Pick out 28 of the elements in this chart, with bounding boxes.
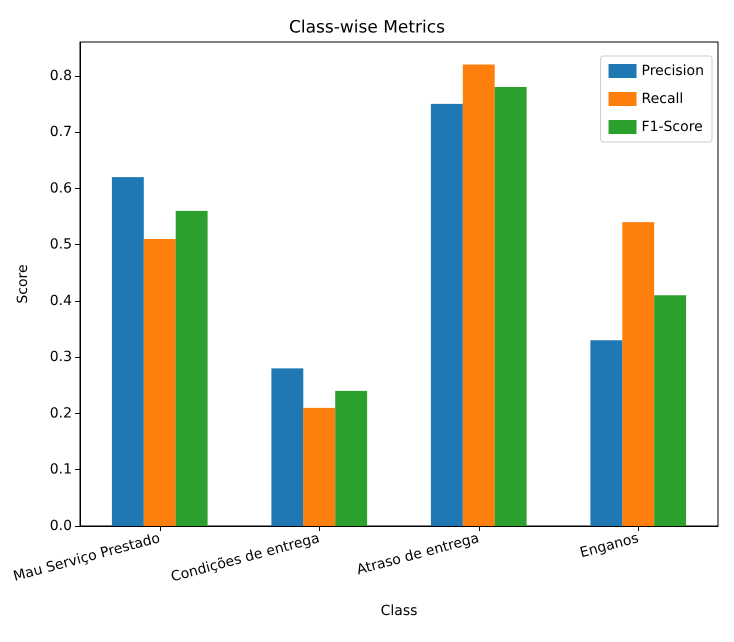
bar — [335, 390, 368, 526]
y-axis-title: Score — [15, 264, 31, 304]
x-tick-label: Atraso de entrega — [355, 530, 481, 578]
bar — [430, 104, 463, 526]
bar — [303, 408, 336, 526]
chart-title: Class-wise Metrics — [289, 18, 446, 38]
legend-label: Recall — [642, 91, 684, 107]
y-tick-label: 0.3 — [50, 349, 72, 366]
y-tick-label: 0.7 — [50, 124, 72, 140]
bar — [622, 222, 654, 526]
bar — [144, 238, 176, 526]
bar — [590, 340, 622, 526]
y-tick-label: 0.8 — [50, 68, 72, 84]
y-tick-label: 0.2 — [50, 405, 72, 422]
legend-label: Precision — [642, 63, 704, 79]
y-tick-label: 0.1 — [50, 462, 72, 478]
y-tick-label: 0.6 — [50, 180, 72, 196]
bar — [271, 368, 304, 526]
y-tick-label: 0.4 — [50, 292, 72, 309]
y-tick-label: 0.5 — [50, 236, 72, 253]
bar — [654, 295, 686, 526]
bar — [112, 177, 144, 526]
bar — [176, 210, 208, 526]
x-tick-label: Enganos — [578, 530, 640, 562]
x-axis-title: Class — [380, 603, 418, 619]
bar — [494, 87, 527, 526]
bar — [462, 64, 495, 526]
legend-label: F1-Score — [642, 119, 703, 135]
